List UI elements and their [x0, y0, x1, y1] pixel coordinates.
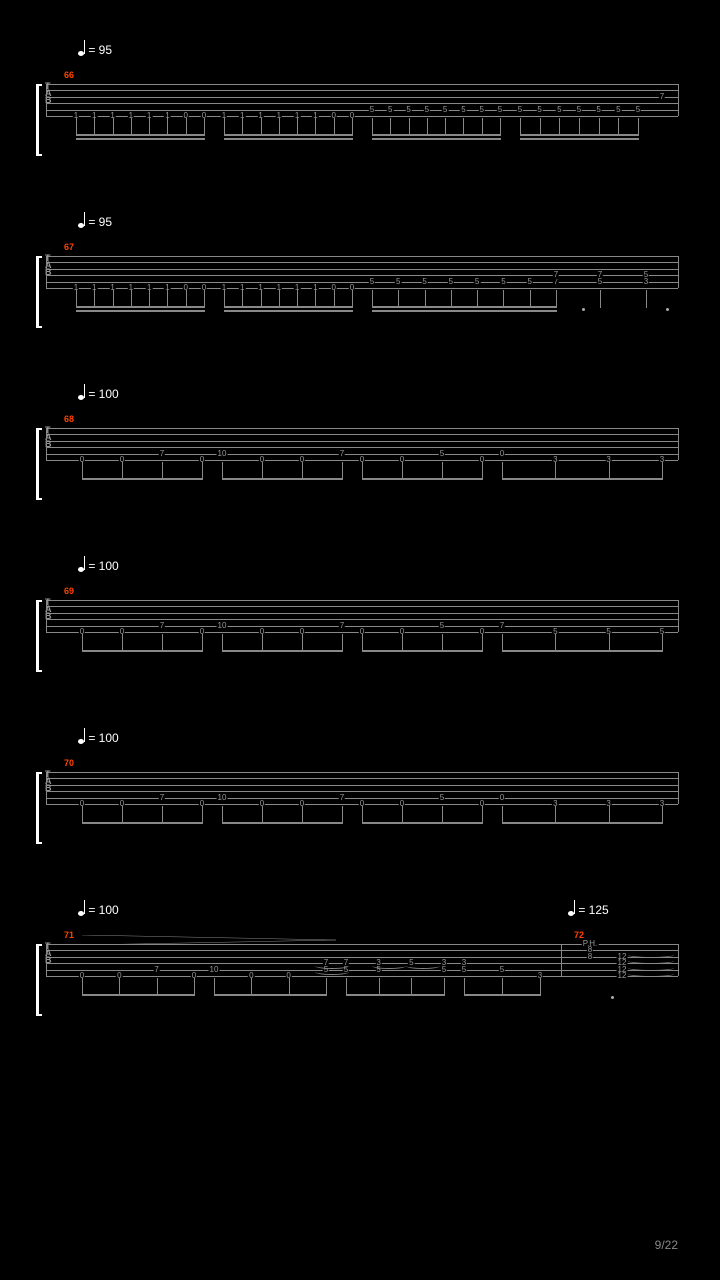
fret-number: 5: [369, 106, 375, 114]
measure-number: 69: [64, 586, 74, 596]
tab-staff: TAB11111100111111005555555777553: [46, 256, 678, 288]
system-bracket: [36, 256, 42, 328]
fret-number: 10: [217, 622, 228, 630]
fret-number: 5: [635, 106, 641, 114]
tempo-marking: = 125: [570, 900, 609, 917]
fret-number: 5: [474, 278, 480, 286]
fret-number: 5: [395, 278, 401, 286]
fret-number: 7: [659, 93, 665, 101]
fret-number: 5: [439, 794, 445, 802]
system-bracket: [36, 944, 42, 1016]
fret-number: 5: [387, 106, 393, 114]
fret-number: 5: [576, 106, 582, 114]
rhythm-dot: [611, 996, 614, 999]
hairpin: [82, 932, 336, 942]
fret-number: 5: [442, 106, 448, 114]
fret-number: 8: [587, 953, 593, 961]
rhythm-stems: [46, 634, 678, 664]
measure-number: 68: [64, 414, 74, 424]
fret-number: 5: [441, 966, 447, 974]
fret-number: 5: [526, 278, 532, 286]
tab-staff: TAB00701000700507555: [46, 600, 678, 632]
tab-system: = 9566TAB1111110011111100555555555555555…: [46, 40, 678, 170]
measure-number: 70: [64, 758, 74, 768]
tab-staff: TAB00701000700500333: [46, 428, 678, 460]
fret-number: 3: [643, 278, 649, 286]
system-bracket: [36, 772, 42, 844]
tie: [372, 963, 406, 969]
fret-number: 5: [461, 966, 467, 974]
fret-number: 10: [209, 966, 220, 974]
system-bracket: [36, 428, 42, 500]
rhythm-stems: [46, 118, 678, 148]
tab-system: = 10068TAB00701000700500333: [46, 384, 678, 514]
fret-number: 10: [217, 450, 228, 458]
fret-number: 5: [499, 966, 505, 974]
fret-number: 5: [424, 106, 430, 114]
fret-number: 0: [499, 794, 505, 802]
fret-number: 5: [478, 106, 484, 114]
fret-number: 7: [159, 794, 165, 802]
rhythm-stems: [46, 806, 678, 836]
fret-number: 5: [595, 106, 601, 114]
tempo-marking: = 95: [80, 40, 112, 57]
fret-number: 0: [499, 450, 505, 458]
tempo-marking: = 100: [80, 556, 119, 573]
fret-number: 7: [159, 450, 165, 458]
system-bracket: [36, 84, 42, 156]
rhythm-stems: [46, 978, 678, 1008]
tempo-marking: = 100: [80, 900, 119, 917]
tempo-marking: = 100: [80, 728, 119, 745]
tab-staff: TAB007010007575355353553P.H.8812121212: [46, 944, 678, 976]
tie: [628, 971, 674, 977]
page-number: 9/22: [655, 1238, 678, 1252]
rhythm-dot: [582, 308, 585, 311]
rhythm-dot: [666, 308, 669, 311]
fret-number: 10: [217, 794, 228, 802]
tempo-marking: = 95: [80, 212, 112, 229]
fret-number: 5: [405, 106, 411, 114]
fret-number: 5: [439, 450, 445, 458]
fret-number: 5: [421, 278, 427, 286]
tie: [406, 963, 440, 969]
fret-number: 7: [153, 966, 159, 974]
tab-staff: TAB11111100111111005555555555555557: [46, 84, 678, 116]
fret-number: 5: [556, 106, 562, 114]
fret-number: 7: [553, 271, 559, 279]
tie: [315, 969, 349, 975]
fret-number: 5: [500, 278, 506, 286]
tab-system: = 9567TAB11111100111111005555555777553: [46, 212, 678, 342]
fret-number: 5: [369, 278, 375, 286]
fret-number: 5: [448, 278, 454, 286]
measure-number: 71: [64, 930, 74, 940]
fret-number: 5: [439, 622, 445, 630]
tie: [628, 958, 674, 964]
tempo-marking: = 100: [80, 384, 119, 401]
tab-system: = 10069TAB00701000700507555: [46, 556, 678, 686]
fret-number: 5: [615, 106, 621, 114]
fret-number: 5: [597, 278, 603, 286]
fret-number: 7: [159, 622, 165, 630]
rhythm-stems: [46, 462, 678, 492]
tab-system: = 10070TAB00701000700500333: [46, 728, 678, 858]
fret-number: 5: [497, 106, 503, 114]
rhythm-stems: [46, 290, 678, 320]
measure-number: 67: [64, 242, 74, 252]
fret-number: 7: [339, 794, 345, 802]
tab-system: = 100 = 1257172TAB007010007575355353553P…: [46, 900, 678, 1030]
fret-number: 7: [339, 450, 345, 458]
fret-number: 5: [460, 106, 466, 114]
fret-number: 5: [517, 106, 523, 114]
measure-number: 66: [64, 70, 74, 80]
tab-staff: TAB00701000700500333: [46, 772, 678, 804]
fret-number: 7: [339, 622, 345, 630]
fret-number: 7: [499, 622, 505, 630]
fret-number: 5: [536, 106, 542, 114]
system-bracket: [36, 600, 42, 672]
